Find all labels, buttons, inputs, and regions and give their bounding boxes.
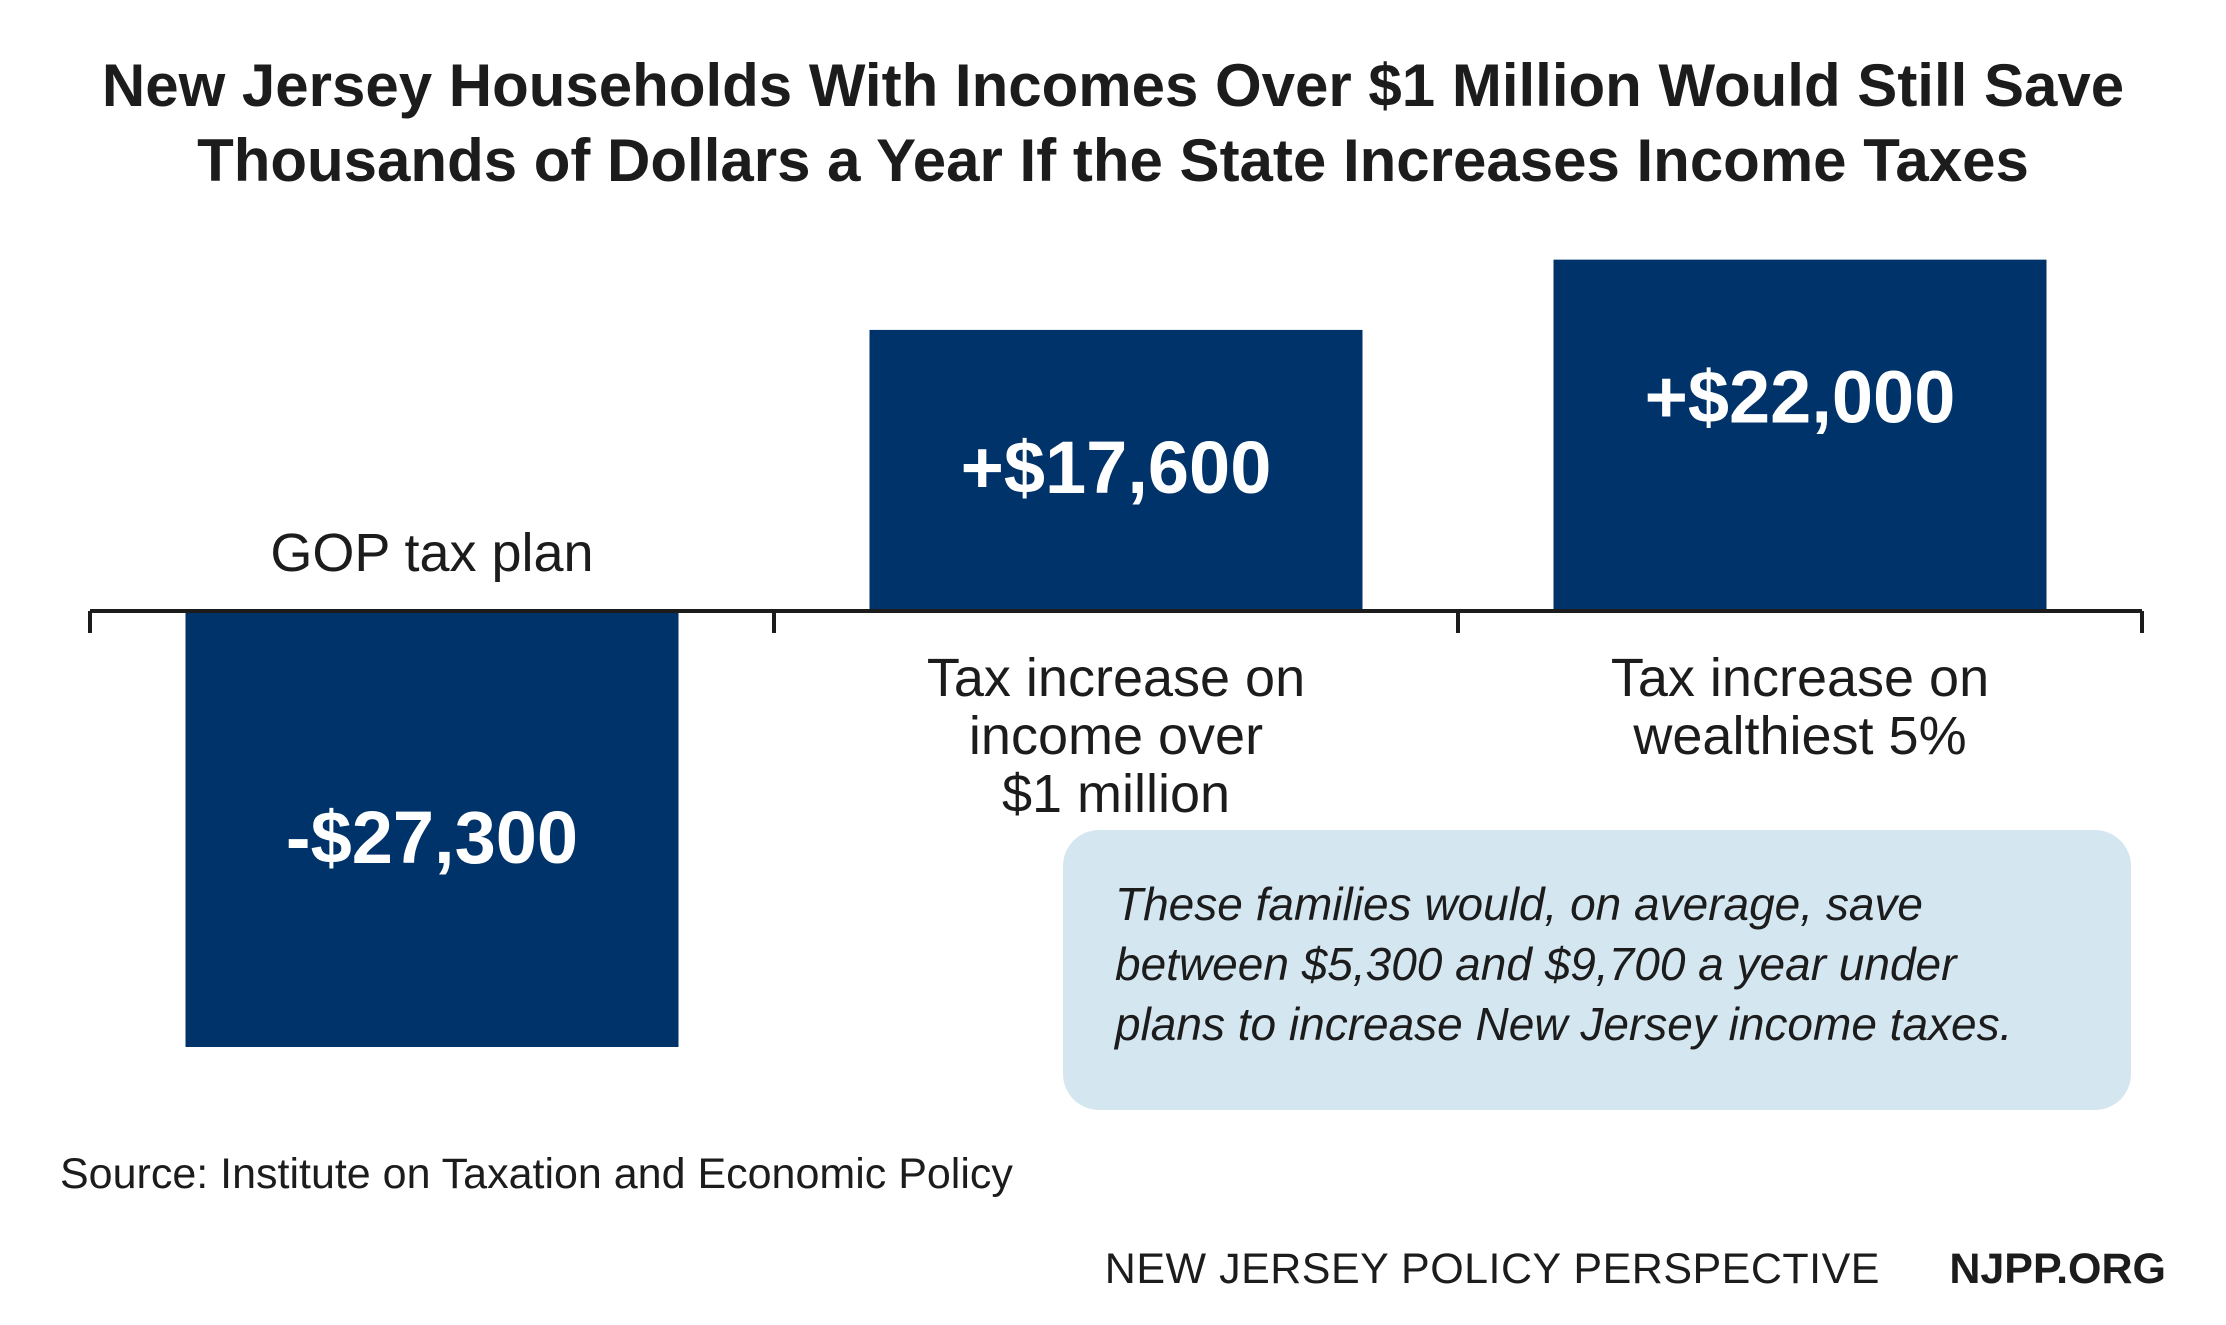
bar-2 bbox=[869, 329, 1363, 611]
chart-title: New Jersey Households With Incomes Over … bbox=[0, 48, 2226, 198]
x-axis bbox=[88, 609, 2144, 633]
footer-website: NJPP.ORG bbox=[1949, 1245, 2166, 1293]
annotation-line-2: between $5,300 and $9,700 a year under bbox=[1115, 938, 1957, 990]
bar-3 bbox=[1553, 259, 2047, 611]
category-label-3-line-1: Tax increase on bbox=[1611, 648, 1989, 708]
category-label-2-line-2: income over bbox=[969, 706, 1263, 766]
title-line-2: Thousands of Dollars a Year If the State… bbox=[197, 127, 2029, 194]
category-label-2-line-1: Tax increase on bbox=[927, 648, 1305, 708]
bar-value-label-1: -$27,300 bbox=[286, 796, 578, 879]
annotation-line-3: plans to increase New Jersey income taxe… bbox=[1115, 998, 2013, 1050]
bar-value-label-3: +$22,000 bbox=[1645, 356, 1956, 439]
category-label-3-line-2: wealthiest 5% bbox=[1632, 706, 1966, 766]
bar-1 bbox=[185, 611, 679, 1047]
value-labels-group: -$27,300 +$17,600 +$22,000 bbox=[286, 356, 1955, 879]
footer-organization: NEW JERSEY POLICY PERSPECTIVE bbox=[1104, 1245, 1880, 1293]
annotation-line-1: These families would, on average, save bbox=[1115, 878, 1923, 930]
bars-group bbox=[185, 259, 2047, 1047]
source-note: Source: Institute on Taxation and Econom… bbox=[60, 1150, 1013, 1198]
bar-value-label-2: +$17,600 bbox=[961, 426, 1272, 509]
category-label-2-line-3: $1 million bbox=[1002, 764, 1230, 824]
annotation-box: These families would, on average, save b… bbox=[1063, 830, 2131, 1110]
title-line-1: New Jersey Households With Incomes Over … bbox=[101, 52, 2125, 119]
category-label-1-line-1: GOP tax plan bbox=[270, 523, 593, 583]
